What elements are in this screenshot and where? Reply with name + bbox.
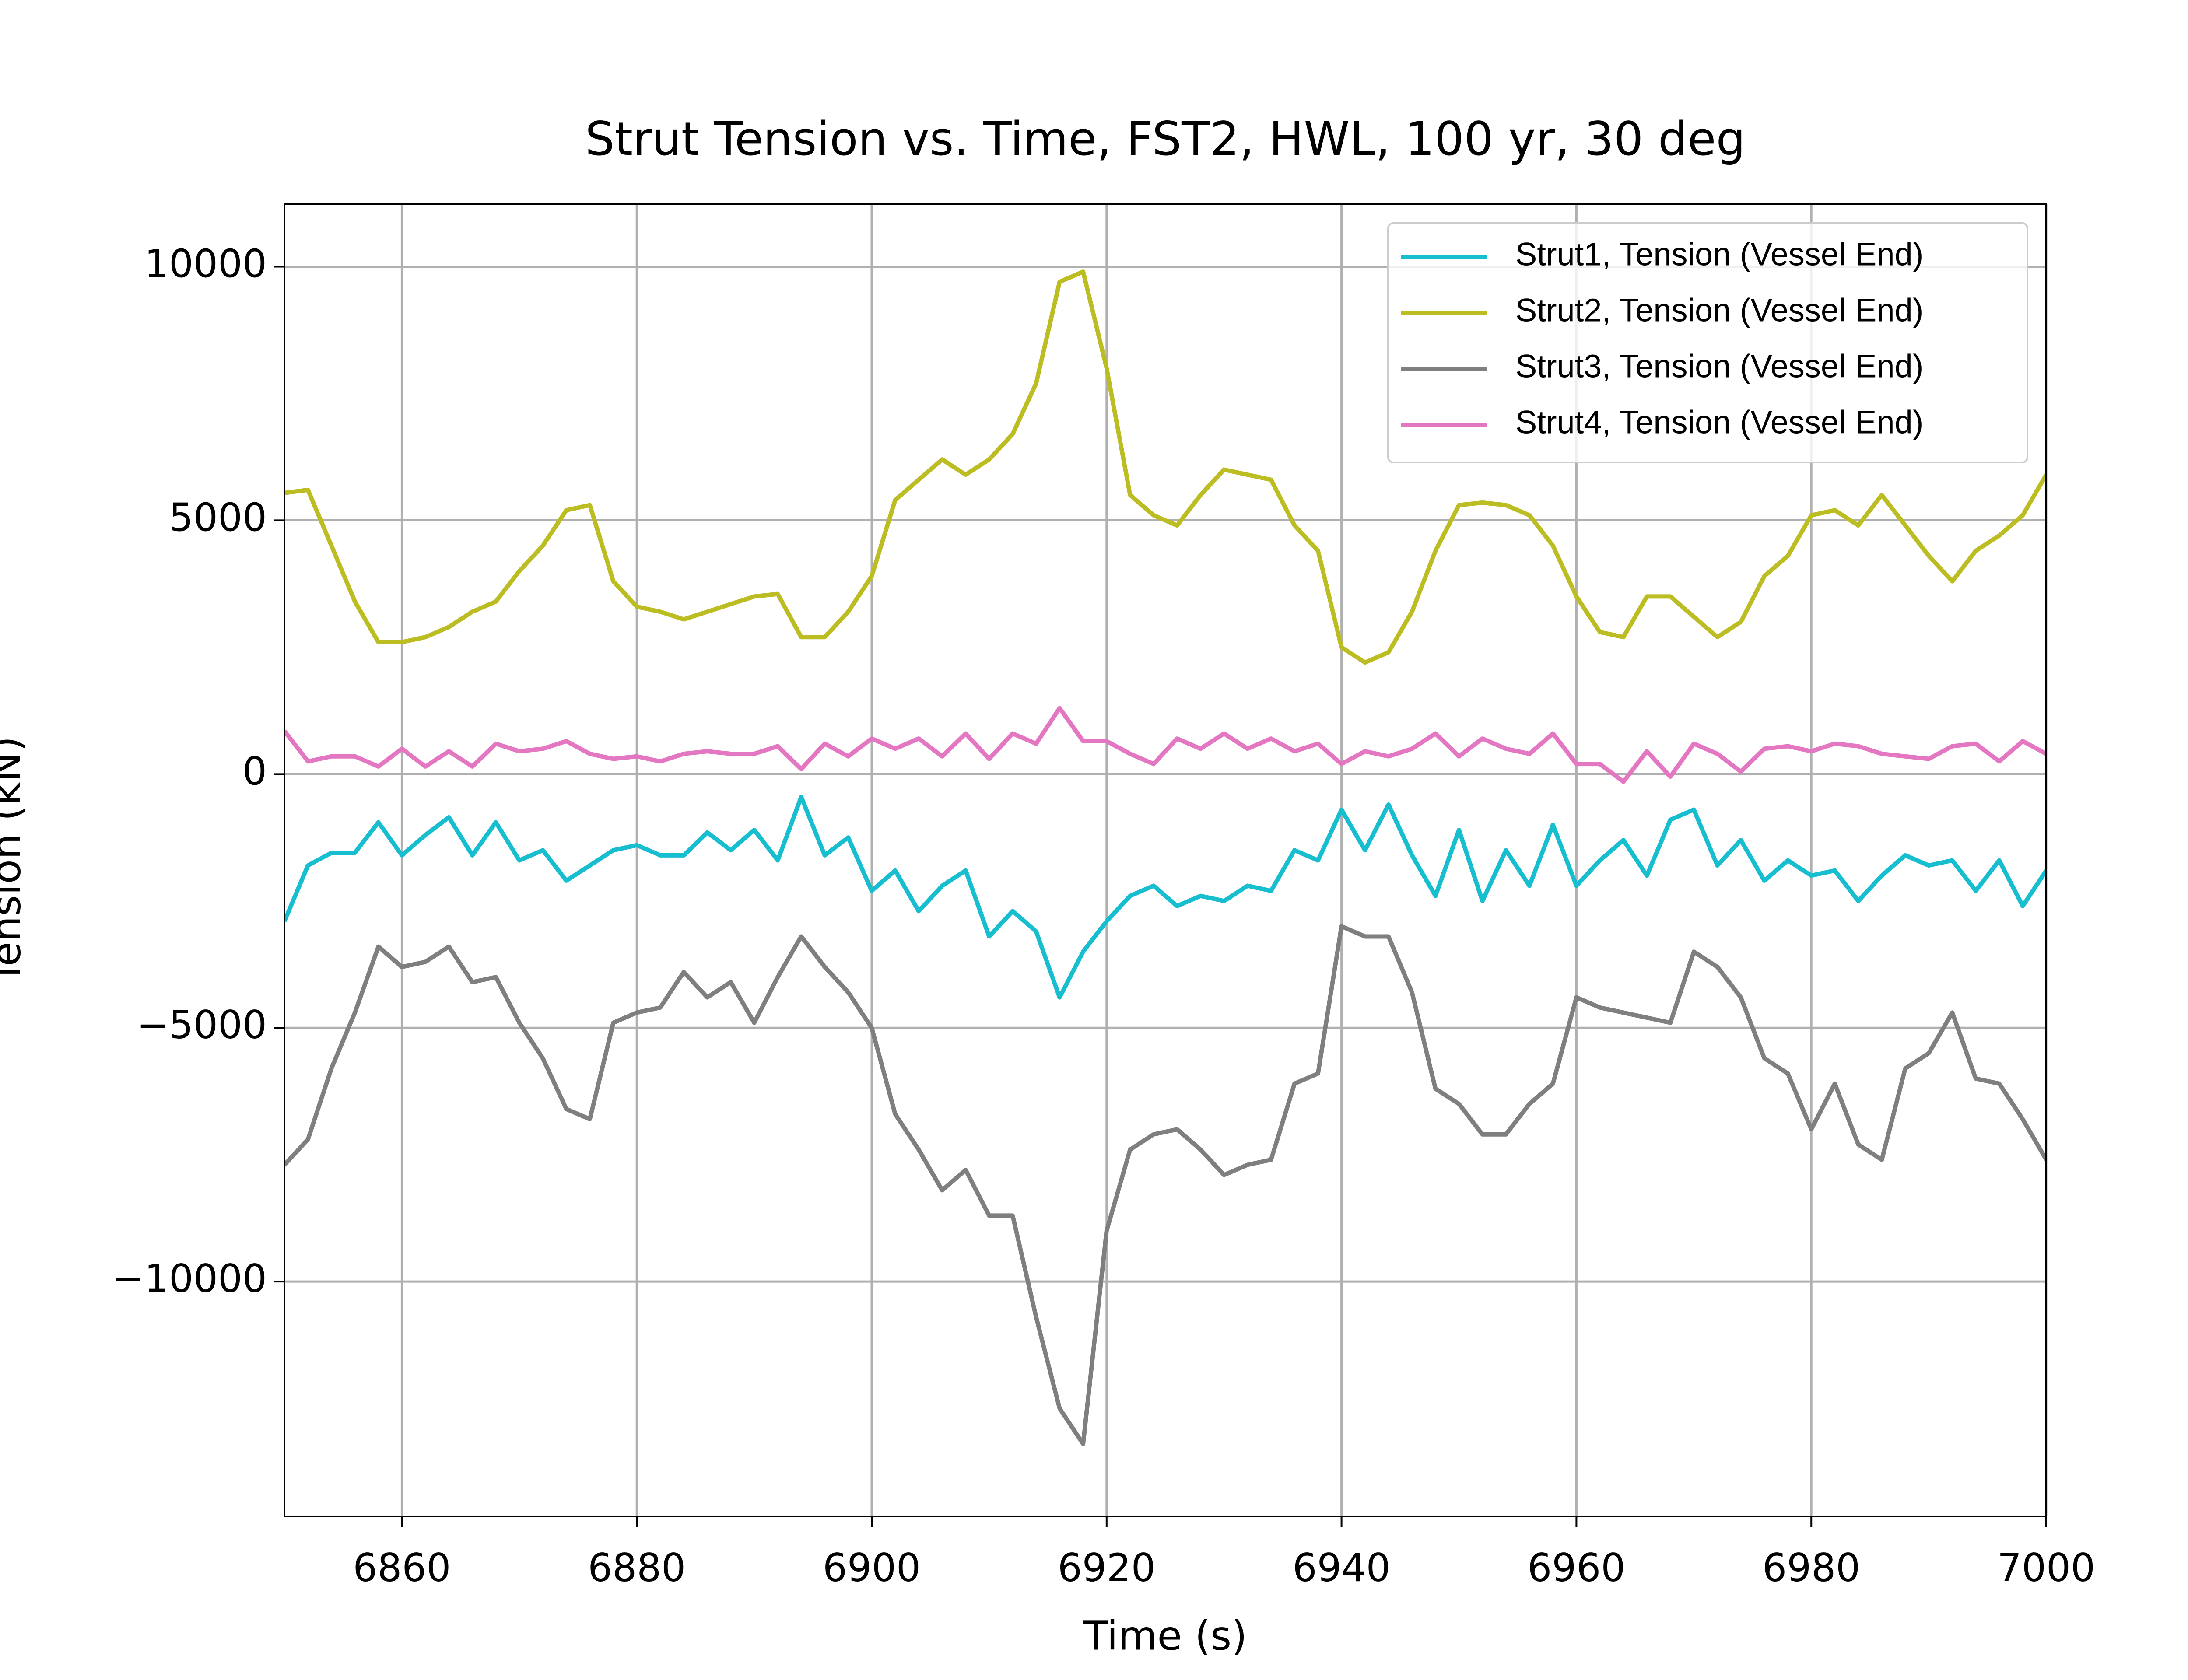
y-tick-label: −10000: [112, 1256, 267, 1301]
data-line: [284, 794, 2046, 1000]
y-axis-label: Tension (kN): [0, 736, 29, 985]
legend-label: Strut2, Tension (Vessel End): [1515, 292, 1923, 329]
x-tick-label: 6900: [823, 1545, 921, 1590]
data-line: [284, 270, 2046, 665]
legend-label: Strut4, Tension (Vessel End): [1515, 404, 1923, 441]
x-tick-label: 6860: [353, 1545, 451, 1590]
x-tick-label: 6980: [1762, 1545, 1860, 1590]
y-tick-label: 0: [242, 749, 267, 794]
chart-title: Strut Tension vs. Time, FST2, HWL, 100 y…: [585, 112, 1746, 166]
y-tick-label: −5000: [137, 1002, 267, 1047]
legend-box: [1387, 222, 2028, 463]
y-tick-label: 5000: [169, 495, 267, 540]
x-axis-label: Time (s): [1083, 1612, 1247, 1659]
x-tick-label: 6920: [1058, 1545, 1156, 1590]
data-line: [284, 706, 2046, 784]
x-tick-label: 6940: [1293, 1545, 1391, 1590]
plot-frame: [284, 203, 2047, 1517]
x-tick-label: 6960: [1527, 1545, 1625, 1590]
legend-label: Strut3, Tension (Vessel End): [1515, 348, 1923, 385]
data-line: [284, 924, 2046, 1446]
y-tick-label: 10000: [144, 241, 267, 286]
legend-label: Strut1, Tension (Vessel End): [1515, 236, 1923, 273]
x-tick-label: 6880: [588, 1545, 686, 1590]
x-tick-label: 7000: [1997, 1545, 2095, 1590]
